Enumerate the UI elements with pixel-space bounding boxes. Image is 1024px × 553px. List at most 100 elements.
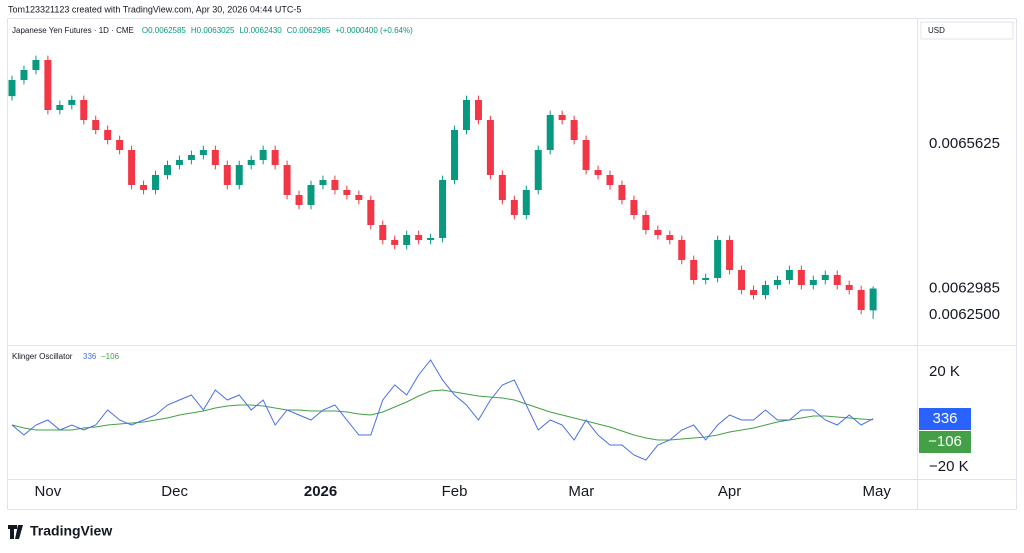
candle-body (486, 120, 494, 175)
candle-body (594, 169, 602, 175)
candle-body (534, 150, 542, 190)
candle-body (582, 139, 590, 170)
candle-body (187, 154, 195, 160)
indicator-signal: −106 (101, 352, 120, 361)
candle-body (152, 174, 160, 190)
candle-body (738, 269, 746, 290)
candle-body (235, 165, 243, 185)
logo-text: TradingView (30, 523, 112, 539)
candle-body (140, 184, 148, 190)
candle-body (319, 180, 327, 185)
candle-body (869, 288, 877, 311)
candle-body (175, 159, 183, 166)
candle-body (785, 269, 793, 281)
candle-body (403, 235, 411, 245)
candle-body (821, 274, 829, 281)
candle-body (690, 259, 698, 281)
candle-body (654, 229, 662, 236)
candle-body (498, 174, 506, 200)
legend: Japanese Yen Futures · 1D · CME O0.006258… (12, 26, 413, 35)
ohlc-value: H0.0063025 (191, 26, 235, 35)
candle-body (630, 199, 638, 215)
candle-body (797, 269, 805, 285)
frame (7, 18, 1017, 510)
candle-body (92, 120, 100, 130)
symbol: Japanese Yen Futures · 1D · CME (12, 26, 134, 35)
time-label: 2026 (304, 483, 337, 500)
candle-body (510, 199, 518, 215)
candle-body (845, 284, 853, 290)
candle-body (283, 165, 291, 196)
time-label: Apr (718, 483, 741, 500)
candle-body (451, 129, 459, 181)
candle-body (104, 129, 112, 140)
time-label: May (863, 483, 892, 500)
candle-body (68, 99, 76, 105)
indicator-axis-label: −20 K (929, 458, 969, 475)
currency: USD (928, 26, 945, 35)
candle-body (8, 80, 16, 97)
candle-body (642, 214, 650, 230)
candle-body (128, 150, 136, 185)
credit: Tom123321123 created with TradingView.co… (8, 4, 301, 14)
last-value-box (919, 408, 971, 430)
last-price-label: 0.0062985 (929, 279, 1000, 296)
candle-body (295, 195, 303, 205)
candle-body (809, 280, 817, 285)
candle-body (391, 239, 399, 245)
candle-body (833, 274, 841, 285)
candle-body (343, 189, 351, 196)
indicator-title: Klinger Oscillator (12, 352, 73, 361)
ohlc-value: O0.0062585 (142, 26, 187, 35)
candle-body (32, 59, 40, 70)
candle-body (331, 180, 339, 190)
candle-body (773, 280, 781, 285)
candle-body (415, 235, 423, 240)
candle-body (558, 114, 566, 121)
candle-body (355, 195, 363, 200)
time-label: Feb (442, 483, 468, 500)
candle-body (761, 284, 769, 295)
candle-body (857, 289, 865, 310)
candle-body (702, 277, 710, 281)
logo-mark (8, 525, 23, 539)
candle-body (56, 104, 64, 111)
candle-body (367, 199, 375, 225)
candle-body (726, 239, 734, 270)
indicator-axis-label: 20 K (929, 363, 960, 380)
candle-body (211, 150, 219, 166)
candle-body (271, 150, 279, 166)
currency-box (920, 21, 1014, 40)
candle-body (427, 237, 435, 240)
last-value-label: −106 (928, 433, 962, 450)
indicator-value: 336 (83, 352, 97, 361)
candle-body (44, 59, 52, 111)
time-label: Mar (568, 483, 594, 500)
oscillator-line (11, 359, 874, 461)
ohlc-value: C0.0062985 (287, 26, 331, 35)
candle-body (163, 165, 171, 175)
candle-body (116, 139, 124, 151)
price-label: 0.0062500 (929, 306, 1000, 323)
ohlc-value: L0.0062430 (239, 26, 282, 35)
candle-body (666, 235, 674, 240)
candle-body (199, 150, 207, 155)
last-value-label: 336 (932, 410, 957, 427)
time-label: Nov (35, 483, 62, 500)
price-label: 0.0065625 (929, 135, 1000, 152)
candle-body (678, 239, 686, 260)
candle-body (750, 289, 758, 295)
candle-body (522, 189, 530, 215)
candle-body (474, 99, 482, 121)
candle-body (223, 165, 231, 185)
candle-body (618, 184, 626, 200)
time-label: Dec (161, 483, 188, 500)
candle-body (546, 114, 554, 151)
logo: TradingView (8, 523, 112, 539)
candle-body (20, 69, 28, 81)
candle-body (247, 159, 255, 166)
candle-body (714, 239, 722, 278)
candle-body (80, 99, 88, 121)
ohlc-value: +0.0000400 (+0.64%) (335, 26, 413, 35)
